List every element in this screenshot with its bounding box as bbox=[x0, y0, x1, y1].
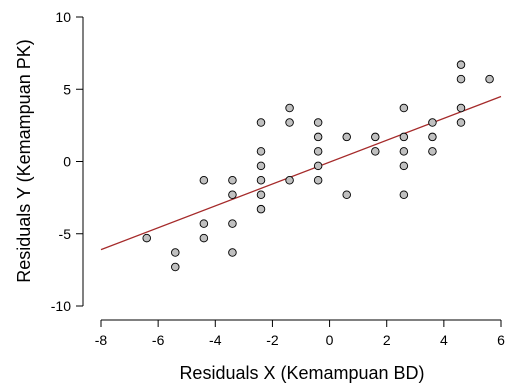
data-point bbox=[399, 103, 409, 113]
data-point bbox=[285, 176, 294, 185]
data-point bbox=[371, 147, 380, 156]
data-point bbox=[171, 262, 180, 272]
data-point bbox=[456, 60, 466, 69]
data-point bbox=[256, 118, 266, 127]
data-point bbox=[285, 118, 294, 127]
regression-line-layer bbox=[100, 95, 502, 251]
data-point bbox=[228, 190, 237, 199]
data-point bbox=[456, 118, 466, 127]
y-tick-label: -5 bbox=[59, 226, 72, 242]
data-point bbox=[428, 147, 437, 156]
points-layer bbox=[142, 60, 494, 272]
y-tick-label: -10 bbox=[51, 298, 71, 314]
y-tick-label: 10 bbox=[55, 9, 71, 25]
data-point bbox=[371, 132, 380, 142]
data-point bbox=[199, 219, 209, 228]
data-point bbox=[228, 219, 237, 228]
data-point bbox=[342, 132, 351, 142]
data-point bbox=[199, 176, 209, 185]
data-point bbox=[285, 103, 294, 113]
x-tick-label: -8 bbox=[95, 332, 108, 348]
x-tick-label: -4 bbox=[209, 332, 222, 348]
x-tick-label: 2 bbox=[383, 332, 391, 348]
x-tick-label: -6 bbox=[152, 332, 165, 348]
data-point bbox=[456, 103, 466, 113]
data-point bbox=[256, 190, 266, 199]
data-point bbox=[485, 74, 494, 84]
data-point bbox=[313, 176, 323, 185]
data-point bbox=[199, 233, 209, 243]
axes-layer: -8 -6 -4 -2 0 2 4 6 -10 -5 0 5 10 bbox=[51, 9, 505, 348]
data-point bbox=[256, 176, 266, 185]
data-point bbox=[142, 233, 151, 243]
regression-line bbox=[100, 95, 502, 251]
y-tick-label: 5 bbox=[63, 81, 71, 97]
data-point bbox=[228, 248, 237, 257]
data-point bbox=[399, 190, 409, 199]
data-point bbox=[313, 147, 323, 156]
data-point bbox=[456, 74, 466, 84]
x-tick-label: 6 bbox=[497, 332, 505, 348]
data-point bbox=[313, 161, 323, 171]
data-point bbox=[313, 118, 323, 127]
x-tick-label: 4 bbox=[440, 332, 448, 348]
data-point bbox=[399, 147, 409, 156]
x-axis-label: Residuals X (Kemampuan BD) bbox=[179, 363, 424, 383]
data-point bbox=[256, 161, 266, 171]
data-point bbox=[399, 132, 409, 142]
x-tick-label: -2 bbox=[266, 332, 279, 348]
y-tick-label: 0 bbox=[63, 154, 71, 170]
y-axis-label: Residuals Y (Kemampuan PK) bbox=[14, 39, 34, 282]
data-point bbox=[428, 132, 437, 142]
data-point bbox=[428, 118, 437, 127]
data-point bbox=[342, 190, 351, 199]
data-point bbox=[256, 204, 266, 214]
data-point bbox=[399, 161, 409, 171]
data-point bbox=[313, 132, 323, 142]
data-point bbox=[228, 176, 237, 185]
x-tick-label: 0 bbox=[326, 332, 334, 348]
data-point bbox=[256, 147, 266, 156]
data-point bbox=[171, 248, 180, 257]
